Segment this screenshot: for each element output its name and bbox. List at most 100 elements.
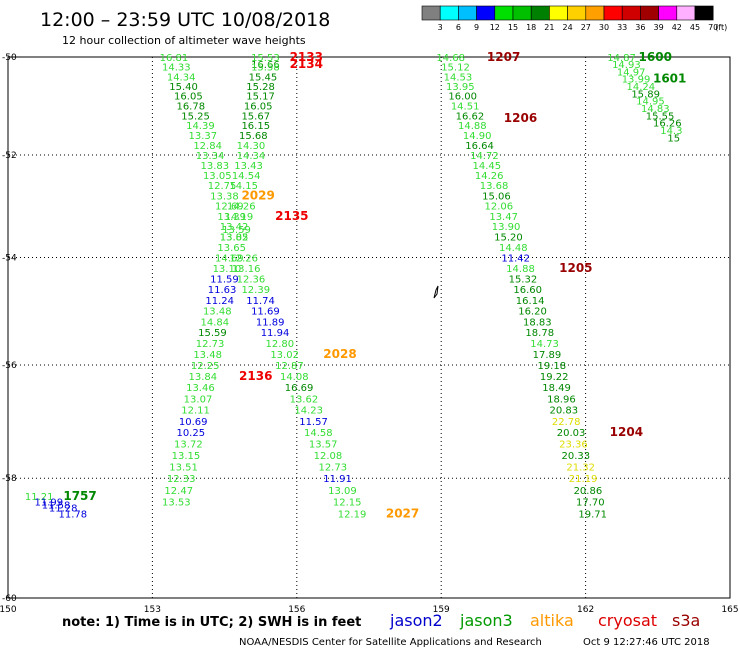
wave-height-value: 14.15 — [229, 181, 258, 192]
footer-note: note: 1) Time is in UTC; 2) SWH is in fe… — [62, 615, 361, 630]
colorbar-unit: (ft) — [715, 23, 727, 32]
footer: note: 1) Time is in UTC; 2) SWH is in fe… — [62, 611, 710, 648]
wave-height-value: 14.58 — [304, 428, 333, 439]
wave-height-value: 15.67 — [241, 111, 270, 122]
colorbar-label: 70 — [708, 23, 718, 32]
wave-height-value: 15.20 — [494, 233, 523, 244]
wave-height-value: 13.34 — [196, 151, 225, 162]
wave-height-value: 11.58 — [42, 501, 71, 512]
wave-height-value: 14.24 — [627, 82, 656, 93]
wave-height-value: 13.95 — [446, 82, 475, 93]
wave-height-value: 12.25 — [191, 361, 220, 372]
wave-height-value: 13.72 — [174, 440, 203, 451]
chart-title: 12:00 – 23:59 UTC 10/08/2018 — [40, 9, 330, 31]
pass-time-label: 1757 — [63, 489, 96, 503]
wave-height-value: 14.53 — [444, 72, 473, 83]
wave-height-value: 11.99 — [34, 498, 63, 509]
colorbar-swatch — [603, 5, 623, 21]
colorbar-swatch — [530, 5, 550, 21]
wave-height-value: 11.89 — [256, 317, 285, 328]
wave-height-value: 19.71 — [578, 509, 607, 520]
wave-height-value: 14.84 — [201, 317, 230, 328]
wave-height-value: 13.84 — [189, 372, 218, 383]
lat-tick-label: -56 — [2, 361, 17, 371]
wave-height-value: 13.42 — [220, 222, 249, 233]
plot-frame — [7, 56, 731, 599]
wave-height-value: 15.28 — [246, 82, 275, 93]
wave-height-value: 14.23 — [294, 406, 323, 417]
wave-height-value: 12.11 — [181, 406, 210, 417]
wave-height-value: 12.84 — [193, 141, 222, 152]
wave-height-value: 14.48 — [499, 243, 528, 254]
pass-time-label: 1206 — [504, 111, 537, 125]
wave-height-value: 12.19 — [338, 509, 367, 520]
wave-height-value: 16.69 — [285, 383, 314, 394]
wave-height-value: 13.68 — [480, 181, 509, 192]
lat-lon-grid — [8, 57, 730, 598]
wave-height-value: 11.91 — [323, 474, 352, 485]
wave-height-value: 12.73 — [196, 339, 225, 350]
wave-height-value: 13.99 — [622, 75, 651, 86]
colorbar-label: 36 — [635, 23, 645, 32]
wave-height-value: 13.43 — [234, 161, 263, 172]
pass-time-label: 1601 — [653, 72, 686, 86]
wave-height-value: 13.05 — [220, 233, 249, 244]
wave-height-value: 23.36 — [559, 440, 588, 451]
colorbar-swatch — [658, 5, 678, 21]
wave-height-value: 11.63 — [208, 285, 237, 296]
colorbar-label: 33 — [617, 23, 627, 32]
legend-s3a: s3a — [672, 611, 700, 630]
colorbar: 3 6 9 12 15 18 21 24 27 30 33 36 39 42 45 70(ft) — [421, 5, 727, 32]
colorbar-swatch — [640, 5, 659, 21]
wave-height-value: 12.47 — [164, 486, 193, 497]
wave-height-value: 13.62 — [290, 394, 319, 405]
wave-height-value: 15.68 — [239, 131, 268, 142]
wave-height-value: 14.45 — [472, 161, 501, 172]
wave-height-value: 16.81 — [160, 53, 189, 64]
wave-height-value: 16.15 — [241, 121, 270, 132]
wave-height-value: 14.87 — [607, 53, 636, 64]
pass-time-label: 2135 — [275, 209, 308, 223]
wave-height-value: 13.39 — [217, 212, 246, 223]
colorbar-label: 18 — [526, 23, 536, 32]
legend-altika: altika — [530, 611, 574, 630]
wave-height-value: 15.89 — [631, 89, 660, 100]
colorbar-swatch — [694, 5, 714, 21]
small-island-outline — [433, 285, 439, 299]
wave-height-value: 14.73 — [530, 339, 559, 350]
colorbar-swatch — [512, 5, 532, 21]
wave-height-value: 12.36 — [237, 275, 266, 286]
legend-cryosat: cryosat — [598, 611, 657, 630]
lat-tick-label: -60 — [2, 594, 17, 604]
wave-height-value: 13.57 — [309, 440, 338, 451]
pass-time-label: 1204 — [610, 425, 643, 439]
wave-height-value: 14.51 — [451, 101, 480, 112]
wave-height-value: 16.62 — [456, 111, 485, 122]
wave-height-value: 16.60 — [513, 285, 542, 296]
lat-tick-label: -52 — [2, 151, 17, 161]
wave-height-value: 13.15 — [172, 451, 201, 462]
wave-height-value: 14.39 — [186, 121, 215, 132]
wave-height-value: 16.78 — [176, 101, 205, 112]
wave-height-value: 12.08 — [314, 451, 343, 462]
wave-height-value: 20.86 — [574, 486, 603, 497]
wave-height-value: 14.68 — [436, 53, 465, 64]
wave-height-value: 12.39 — [241, 285, 270, 296]
colorbar-label: 12 — [490, 23, 500, 32]
chart-subtitle: 12 hour collection of altimeter wave hei… — [62, 34, 306, 47]
wave-height-value: 17.70 — [576, 498, 605, 509]
wave-height-value: 18.83 — [523, 317, 552, 328]
wave-height-value: 20.83 — [550, 406, 579, 417]
wave-height-value: 16.20 — [518, 307, 547, 318]
wave-height-value: 13.65 — [217, 243, 246, 254]
colorbar-swatch — [494, 5, 514, 21]
wave-height-value: 13.46 — [186, 383, 215, 394]
colorbar-swatch — [421, 5, 441, 21]
wave-height-value: 13.51 — [169, 463, 198, 474]
colorbar-label: 27 — [581, 23, 591, 32]
colorbar-label: 45 — [690, 23, 700, 32]
wave-height-value: 13.47 — [489, 212, 518, 223]
pass-time-label: 1207 — [487, 50, 520, 64]
